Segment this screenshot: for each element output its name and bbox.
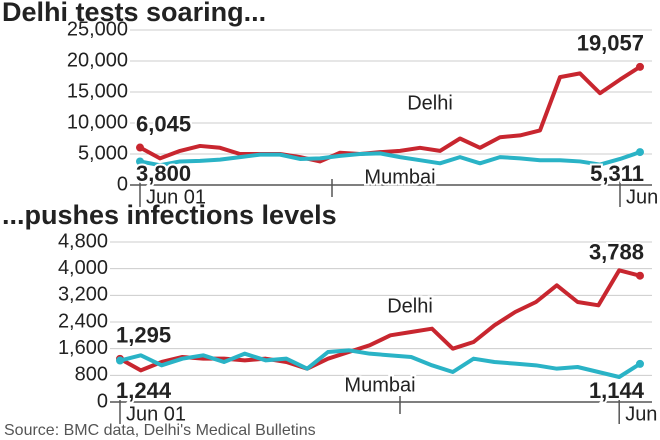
series-line	[119, 348, 642, 379]
y-tick-label: 3,200	[58, 284, 108, 306]
y-tick-label: 5,000	[78, 142, 128, 164]
y-tick-label: 20,000	[67, 49, 128, 71]
y-tick-label: 800	[75, 364, 108, 386]
series-line	[139, 65, 642, 164]
end-point	[636, 62, 644, 71]
series-label: Delhi	[407, 92, 453, 114]
end-point	[636, 359, 644, 368]
series-line	[139, 150, 641, 168]
chart-title: Delhi tests soaring...	[2, 0, 266, 27]
x-tick-label: Jun 01	[126, 403, 186, 425]
y-tick-label: 15,000	[67, 80, 128, 102]
y-tick-label: 1,600	[58, 337, 108, 359]
value-label: 5,311	[590, 161, 644, 186]
end-point	[136, 143, 144, 152]
x-tick-label: Jun 01	[146, 186, 206, 208]
value-label: 1,244	[116, 378, 172, 403]
value-label: 6,045	[136, 111, 191, 136]
series-label: Mumbai	[364, 166, 435, 188]
source: Source: BMC data, Delhi's Medical Bullet…	[4, 422, 316, 439]
y-tick-label: 4,000	[58, 257, 108, 279]
end-point	[636, 148, 644, 157]
y-tick-label: 2,400	[58, 310, 108, 332]
y-tick-label: 0	[117, 173, 128, 195]
value-label: 1,144	[589, 378, 645, 403]
x-tick-label: Jun 25	[625, 403, 660, 425]
value-label: 3,788	[589, 240, 644, 265]
series-line	[119, 268, 641, 373]
chart-title: ...pushes infections levels	[2, 200, 337, 230]
value-label: 3,800	[136, 161, 191, 186]
x-tick-label: Jun 25	[626, 186, 660, 208]
value-label: 1,295	[116, 323, 171, 348]
end-point	[636, 271, 644, 280]
y-tick-label: 4,800	[58, 230, 108, 252]
value-label: 19,057	[577, 31, 644, 56]
y-tick-label: 25,000	[67, 18, 128, 40]
end-point	[136, 157, 144, 166]
series-label: Delhi	[387, 295, 433, 317]
y-tick-label: 0	[97, 390, 108, 412]
y-tick-label: 10,000	[67, 111, 128, 133]
series-label: Mumbai	[344, 374, 415, 396]
end-point	[116, 356, 124, 365]
